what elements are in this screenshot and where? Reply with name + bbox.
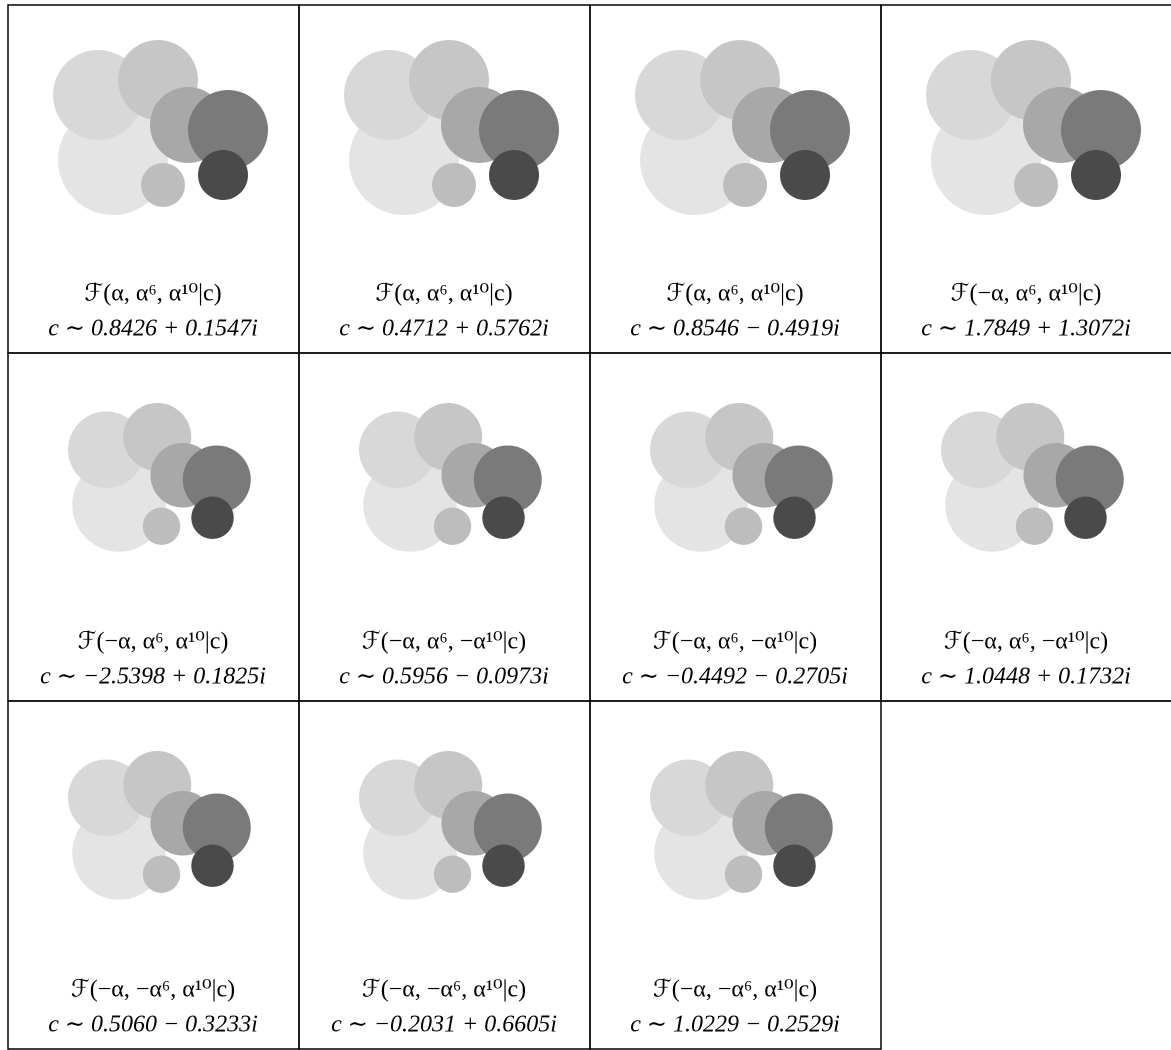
- fractal-image: [359, 751, 542, 900]
- fractal-image: [53, 40, 268, 215]
- formula: ℱ(−α, α⁶, α¹⁰|c): [951, 281, 1102, 307]
- formula: ℱ(α, α⁶, α¹⁰|c): [84, 281, 221, 307]
- c-value: c ∼ 0.8426 + 0.1547i: [48, 316, 258, 342]
- fractal-image: [926, 40, 1141, 215]
- formula: ℱ(α, α⁶, α¹⁰|c): [375, 281, 512, 307]
- fractal-image: [650, 403, 833, 552]
- figure-table: ℱ(α, α⁶, α¹⁰|c) c ∼ 0.8426 + 0.1547i ℱ(α, …: [0, 0, 1171, 1050]
- fractal-image: [941, 403, 1124, 552]
- fractal-image: [68, 751, 251, 900]
- c-value: c ∼ 0.5956 − 0.0973i: [339, 664, 549, 690]
- formula: ℱ(−α, α⁶, −α¹⁰|c): [653, 629, 817, 655]
- fractal-image: [650, 751, 833, 900]
- c-value: c ∼ 0.4712 + 0.5762i: [339, 316, 549, 342]
- formula: ℱ(−α, −α⁶, α¹⁰|c): [71, 977, 235, 1003]
- formula: ℱ(−α, −α⁶, α¹⁰|c): [653, 977, 817, 1003]
- c-value: c ∼ 0.8546 − 0.4919i: [630, 316, 840, 342]
- formula: ℱ(−α, α⁶, −α¹⁰|c): [362, 629, 526, 655]
- formula: ℱ(−α, α⁶, −α¹⁰|c): [944, 629, 1108, 655]
- c-value: c ∼ 1.7849 + 1.3072i: [921, 316, 1131, 342]
- c-value: c ∼ −2.5398 + 0.1825i: [40, 664, 266, 690]
- fractal-image: [359, 403, 542, 552]
- c-value: c ∼ 1.0448 + 0.1732i: [921, 664, 1131, 690]
- c-value: c ∼ 1.0229 − 0.2529i: [630, 1012, 840, 1038]
- c-value: c ∼ −0.4492 − 0.2705i: [622, 664, 848, 690]
- c-value: c ∼ 0.5060 − 0.3233i: [48, 1012, 258, 1038]
- fractal-image: [68, 403, 251, 552]
- formula: ℱ(α, α⁶, α¹⁰|c): [666, 281, 803, 307]
- formula: ℱ(−α, α⁶, α¹⁰|c): [78, 629, 229, 655]
- fractal-image: [635, 40, 850, 215]
- formula: ℱ(−α, −α⁶, α¹⁰|c): [362, 977, 526, 1003]
- fractal-image: [344, 40, 559, 215]
- c-value: c ∼ −0.2031 + 0.6605i: [331, 1012, 557, 1038]
